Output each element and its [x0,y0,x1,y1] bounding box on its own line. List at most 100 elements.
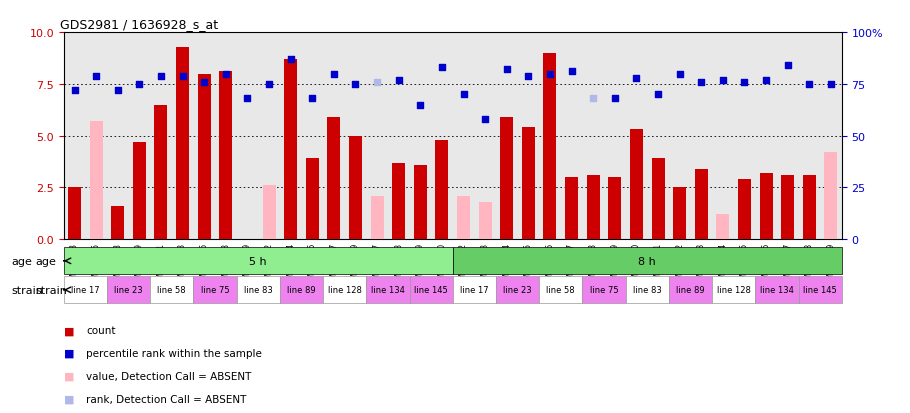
Point [176,73,190,80]
Bar [193,277,237,304]
Text: line 145: line 145 [804,286,837,294]
Bar [521,128,535,240]
Bar [452,248,842,275]
Point [672,71,687,78]
Text: line 83: line 83 [632,286,662,294]
Bar [306,159,318,240]
Bar [237,277,279,304]
Point [435,65,450,71]
Point [197,79,211,86]
Bar [176,47,189,240]
Point [737,79,752,86]
Text: line 58: line 58 [157,286,186,294]
Bar [64,248,452,275]
Text: line 17: line 17 [71,286,99,294]
Text: strain: strain [12,285,44,295]
Bar [695,169,708,240]
Bar [565,178,578,240]
Point [759,77,774,84]
Point [283,57,298,63]
Bar [781,176,794,240]
Bar [370,196,383,240]
Bar [284,60,297,240]
Bar [392,163,405,240]
Text: 8 h: 8 h [638,256,656,266]
Point [802,81,816,88]
Text: age: age [35,256,56,266]
Bar [673,188,686,240]
Bar [824,153,837,240]
Bar [501,118,513,240]
Text: line 58: line 58 [547,286,575,294]
Point [67,88,82,94]
Text: ■: ■ [64,394,75,404]
Point [456,92,470,98]
Point [154,73,168,80]
Point [218,71,233,78]
Text: percentile rank within the sample: percentile rank within the sample [86,348,262,358]
Point [305,96,319,102]
Point [521,73,536,80]
Point [824,81,838,88]
Bar [803,176,816,240]
Point [715,77,730,84]
Text: value, Detection Call = ABSENT: value, Detection Call = ABSENT [86,371,252,381]
Bar [496,277,539,304]
Text: line 89: line 89 [288,286,316,294]
Bar [608,178,622,240]
Point [608,96,622,102]
Point [262,81,277,88]
Point [89,73,104,80]
Bar [323,277,366,304]
Text: ■: ■ [64,325,75,335]
Bar [760,173,773,240]
Bar [219,72,232,240]
Text: ■: ■ [64,348,75,358]
Bar [630,130,642,240]
Text: line 128: line 128 [717,286,751,294]
Bar [366,277,410,304]
Bar [582,277,626,304]
Point [694,79,709,86]
Bar [799,277,842,304]
Bar [155,105,167,240]
Text: GDS2981 / 1636928_s_at: GDS2981 / 1636928_s_at [60,17,217,31]
Point [369,79,384,86]
Text: line 23: line 23 [503,286,531,294]
Text: line 83: line 83 [244,286,273,294]
Point [781,63,795,69]
Bar [414,165,427,240]
Bar [262,186,276,240]
Text: line 75: line 75 [201,286,229,294]
Bar [652,159,664,240]
Bar [68,188,81,240]
Bar [106,277,150,304]
Bar [111,206,124,240]
Bar [279,277,323,304]
Point [564,69,579,76]
Text: line 128: line 128 [328,286,361,294]
Bar [64,277,106,304]
Point [478,116,492,123]
Bar [452,277,496,304]
Point [586,96,601,102]
Point [349,81,363,88]
Text: strain: strain [35,285,67,295]
Point [327,71,341,78]
Text: 5 h: 5 h [249,256,267,266]
Point [132,81,147,88]
Bar [197,74,210,240]
Point [110,88,125,94]
Text: line 75: line 75 [590,286,618,294]
Bar [150,277,193,304]
Text: count: count [86,325,116,335]
Point [391,77,406,84]
Bar [587,176,600,240]
Point [542,71,557,78]
Bar [716,215,730,240]
Text: line 89: line 89 [676,286,704,294]
Text: line 23: line 23 [115,286,143,294]
Point [240,96,255,102]
Bar [669,277,712,304]
Bar [457,196,470,240]
